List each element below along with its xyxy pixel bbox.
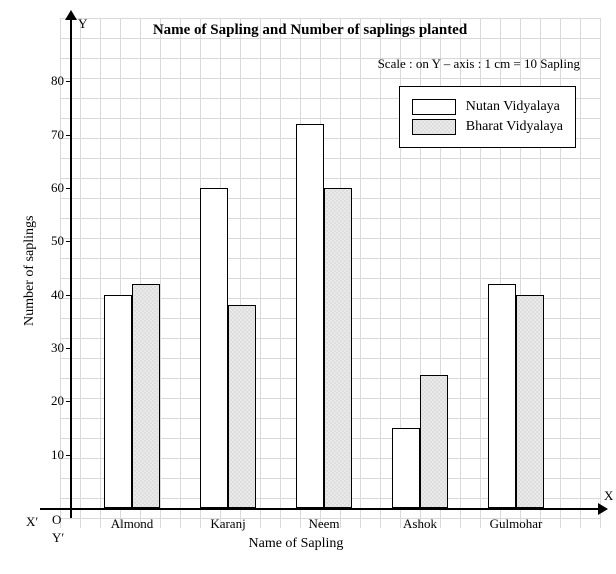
x-axis — [40, 508, 600, 510]
y-tick-label: 70 — [40, 127, 64, 143]
category-label: Karanj — [190, 516, 266, 532]
bar — [132, 284, 160, 508]
y-axis-arrow-icon — [65, 10, 77, 20]
y-tick-label: 50 — [40, 233, 64, 249]
legend-swatch-icon — [412, 99, 456, 115]
x-axis-title: Name of Sapling — [249, 536, 344, 552]
x-axis-label: X — [604, 488, 613, 504]
bar — [104, 295, 132, 508]
category-label: Gulmohar — [478, 516, 554, 532]
legend-label: Bharat Vidyalaya — [466, 119, 563, 135]
legend: Nutan Vidyalaya Bharat Vidyalaya — [399, 86, 576, 148]
legend-swatch-icon — [412, 119, 456, 135]
category-label: Almond — [94, 516, 170, 532]
legend-item: Nutan Vidyalaya — [412, 99, 563, 115]
y-axis-label: Y — [78, 16, 87, 32]
chart-container: Name of Sapling and Number of saplings p… — [0, 0, 616, 574]
bar — [200, 188, 228, 508]
y-tick-label: 30 — [40, 340, 64, 356]
y-axis-title: Number of saplings — [22, 215, 38, 325]
y-axis — [70, 18, 72, 518]
bar — [228, 305, 256, 508]
x-prime-label: X′ — [26, 514, 38, 530]
legend-item: Bharat Vidyalaya — [412, 119, 563, 135]
origin-label: O — [52, 512, 61, 528]
category-label: Ashok — [382, 516, 458, 532]
y-tick-label: 10 — [40, 447, 64, 463]
x-axis-arrow-icon — [598, 503, 608, 515]
bar — [296, 124, 324, 508]
y-tick-label: 80 — [40, 73, 64, 89]
bar — [488, 284, 516, 508]
y-tick-label: 60 — [40, 180, 64, 196]
scale-note: Scale : on Y – axis : 1 cm = 10 Sapling — [378, 56, 580, 72]
legend-label: Nutan Vidyalaya — [466, 99, 560, 115]
bar — [392, 428, 420, 508]
y-prime-label: Y′ — [52, 530, 64, 546]
y-tick-label: 20 — [40, 393, 64, 409]
bar — [324, 188, 352, 508]
bar — [516, 295, 544, 508]
category-label: Neem — [286, 516, 362, 532]
chart-title: Name of Sapling and Number of saplings p… — [120, 22, 500, 39]
y-tick-label: 40 — [40, 287, 64, 303]
bar — [420, 375, 448, 508]
